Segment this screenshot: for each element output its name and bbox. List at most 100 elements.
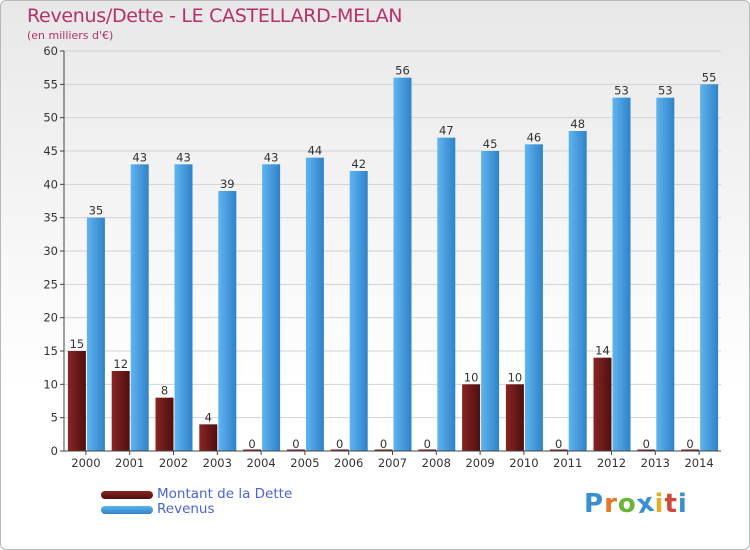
data-label-dette: 0 [336,437,343,451]
x-tick-label: 2004 [246,456,275,470]
bar-revenus [656,97,675,452]
data-label-revenus: 43 [264,150,279,164]
data-label-revenus: 46 [527,130,542,144]
data-label-revenus: 42 [351,157,366,171]
bar-dette [330,449,349,451]
x-tick-label: 2000 [71,456,100,470]
data-label-dette: 15 [70,337,85,351]
y-tick-label: 45 [43,144,58,158]
data-label-revenus: 48 [570,117,585,131]
x-tick-label: 2001 [115,456,144,470]
bar-dette [549,449,568,451]
x-tick-label: 2006 [334,456,363,470]
legend-label-revenus: Revenus [157,501,215,517]
bar-revenus [393,77,412,452]
data-label-revenus: 35 [89,204,104,218]
x-tick-label: 2011 [553,456,582,470]
data-label-dette: 10 [464,370,479,384]
data-label-dette: 0 [424,437,431,451]
data-label-revenus: 39 [220,177,235,191]
bar-dette [505,384,524,451]
y-tick-label: 20 [43,311,58,325]
chart-title: Revenus/Dette - LE CASTELLARD-MELAN [27,5,403,27]
legend-swatch-revenus [101,506,153,514]
y-tick-label: 5 [51,411,58,425]
bar-revenus [305,157,324,451]
x-tick-label: 2005 [290,456,319,470]
data-label-dette: 0 [380,437,387,451]
data-label-dette: 0 [248,437,255,451]
y-tick-label: 25 [43,277,58,291]
y-tick-label: 10 [43,377,58,391]
chart-subtitle: (en milliers d'€) [27,29,114,42]
bar-revenus [218,191,237,451]
x-tick-label: 2003 [203,456,232,470]
bar-revenus [700,84,719,451]
data-label-dette: 4 [205,410,212,424]
data-label-dette: 0 [686,437,693,451]
x-tick-label: 2002 [159,456,188,470]
data-label-dette: 0 [555,437,562,451]
x-tick-label: 2009 [465,456,494,470]
logo-letter: o [617,489,637,519]
data-label-revenus: 56 [395,64,410,78]
data-label-dette: 14 [595,344,610,358]
y-tick-label: 0 [51,444,58,458]
bar-dette [199,424,218,451]
logo-letter: P [584,489,605,519]
y-tick-label: 30 [43,244,58,258]
data-label-revenus: 55 [702,70,717,84]
bar-revenus [612,97,631,452]
bars [67,77,719,452]
x-tick-label: 2012 [597,456,626,470]
logo-letter: t [664,489,678,519]
x-tick-label: 2010 [509,456,538,470]
data-label-dette: 10 [508,370,523,384]
bar-revenus [568,131,587,451]
x-tick-label: 2013 [641,456,670,470]
x-tick-label: 2014 [684,456,713,470]
data-labels: 15 35 12 43 8 43 4 39 0 43 0 44 0 42 0 56 0 47 10 45 10 46 0 48… [70,64,717,451]
data-label-dette: 0 [643,437,650,451]
logo-letter: r [604,489,618,519]
data-label-dette: 8 [161,384,168,398]
y-tick-label: 40 [43,177,58,191]
bar-dette [418,449,437,451]
y-tick-label: 60 [43,44,58,58]
bar-dette [155,397,174,451]
proxiti-logo: Proxiti [584,488,688,521]
bar-dette [374,449,393,451]
bar-revenus [130,164,149,452]
data-label-revenus: 53 [614,84,629,98]
bar-dette [593,357,612,451]
y-tick-label: 50 [43,111,58,125]
bar-revenus [262,164,281,452]
data-label-dette: 12 [113,357,128,371]
bar-revenus [349,171,368,451]
bar-revenus [437,137,456,451]
legend-label-dette: Montant de la Dette [157,486,293,502]
bar-dette [111,371,130,451]
data-label-revenus: 43 [132,150,147,164]
bar-revenus [86,217,105,451]
bar-dette [286,449,305,451]
bar-dette [243,449,262,451]
logo-letter: i [677,489,688,519]
bar-revenus [524,144,543,452]
x-tick-label: 2008 [422,456,451,470]
x-tick-label: 2007 [378,456,407,470]
logo-letter: i [654,489,665,519]
data-label-dette: 0 [292,437,299,451]
bar-dette [637,449,656,451]
legend-swatch-dette [101,491,153,499]
bar-dette [462,384,481,451]
data-label-revenus: 45 [483,137,498,151]
data-label-revenus: 43 [176,150,191,164]
data-label-revenus: 53 [658,84,673,98]
y-tick-label: 55 [43,77,58,91]
y-tick-label: 15 [43,344,58,358]
data-label-revenus: 47 [439,124,454,138]
